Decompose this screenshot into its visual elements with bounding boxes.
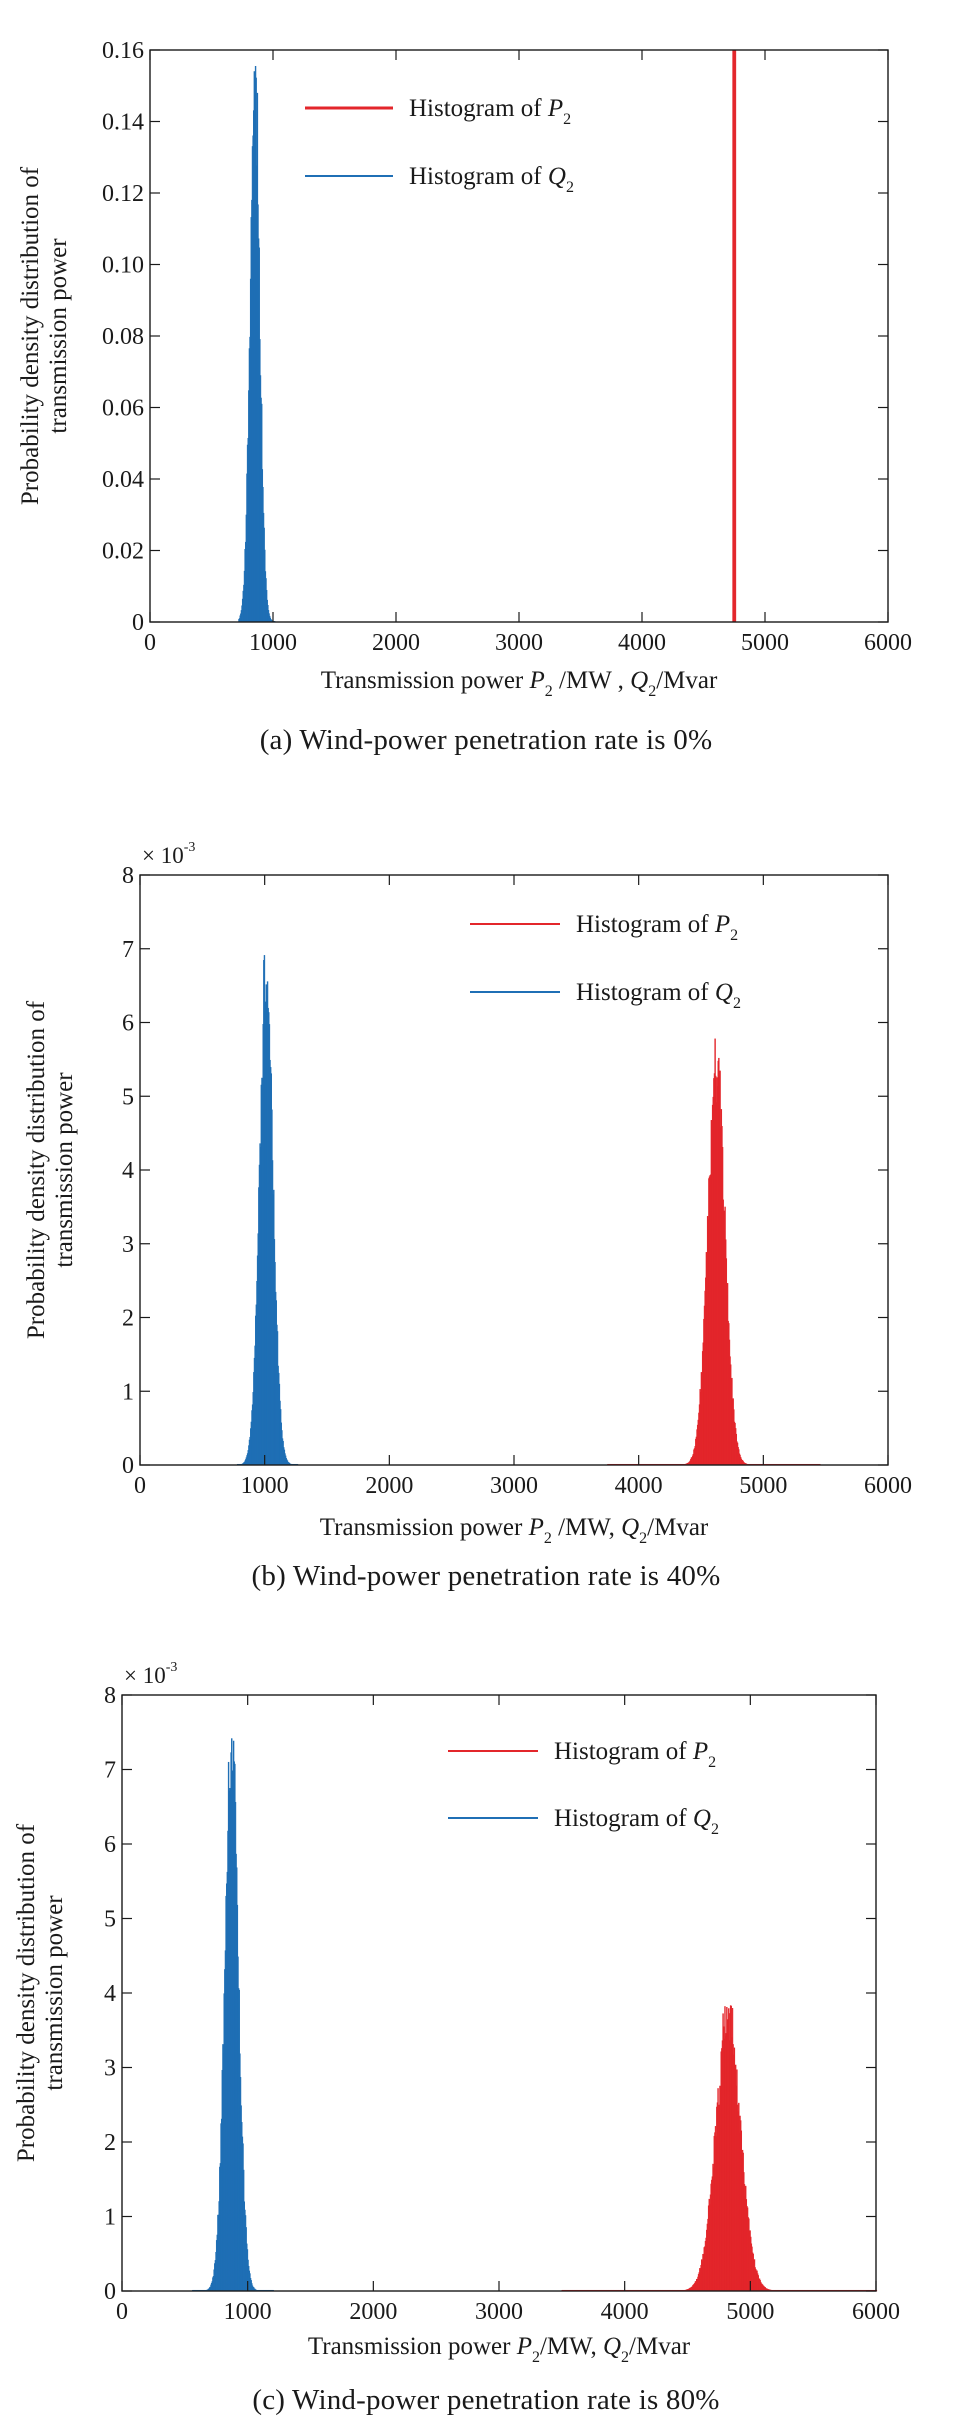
legend-label-q2: Histogram of Q2 — [576, 979, 741, 1012]
series-q2-b — [236, 955, 299, 1466]
figure-panel-c: 0 1000 2000 3000 4000 5000 6000 0 1 2 3 4 5 6 7 8 × 10-3… — [0, 1640, 972, 2436]
plot-frame — [139, 874, 889, 1466]
y-tick-label: 1 — [122, 1379, 134, 1405]
x-tick-label: 2000 — [372, 630, 420, 656]
series-q2-a — [238, 65, 276, 623]
x-tick-label: 3000 — [495, 630, 543, 656]
series-p2-b — [607, 1038, 821, 1466]
x-tick-label: 2000 — [349, 2299, 397, 2325]
x-tick-label: 5000 — [741, 630, 789, 656]
y-tick-label: 8 — [104, 1683, 116, 1709]
y-tick-label: 0 — [132, 610, 144, 636]
x-tick-label: 5000 — [726, 2299, 774, 2325]
chart-a: 0 1000 2000 3000 4000 5000 6000 0 0.02 0.04 0.06 0.… — [17, 38, 912, 700]
x-tick-label: 3000 — [475, 2299, 523, 2325]
y-tick-label: 2 — [122, 1306, 134, 1332]
x-tick-label: 1000 — [241, 1473, 289, 1499]
y-tick-label: 0.16 — [102, 38, 144, 64]
x-axis-ticks: 0 1000 2000 3000 4000 5000 6000 — [116, 1695, 900, 2325]
figure-panel-a: 0 1000 2000 3000 4000 5000 6000 0 0.02 0.04 0.06 0.… — [0, 0, 972, 770]
y-axis-ticks: 0 1 2 3 4 5 6 7 8 — [104, 1683, 876, 2305]
x-tick-label: 0 — [134, 1473, 146, 1499]
y-tick-label: 6 — [104, 1832, 116, 1858]
series-q2-c — [192, 1738, 274, 2292]
x-tick-label: 5000 — [739, 1473, 787, 1499]
y-tick-label: 4 — [104, 1981, 116, 2007]
legend-label-p2: Histogram of P2 — [409, 95, 571, 128]
legend-label-q2: Histogram of Q2 — [554, 1805, 719, 1838]
y-tick-label: 5 — [104, 1907, 116, 1933]
caption-b: (b) Wind-power penetration rate is 40% — [251, 1560, 721, 1592]
figure-panel-b: 0 1000 2000 3000 4000 5000 6000 0 1 2 3 4 5 6 7 8 × 10-3… — [0, 820, 972, 1610]
x-axis-label: Transmission power P2/MW, Q2/Mvar — [308, 2333, 691, 2366]
y-tick-label: 3 — [122, 1232, 134, 1258]
x-tick-label: 2000 — [365, 1473, 413, 1499]
y-axis-label: Probability density distribution oftrans… — [13, 1823, 68, 2162]
y-tick-label: 0.14 — [102, 110, 144, 136]
y-tick-label: 0 — [104, 2279, 116, 2305]
y-tick-label: 4 — [122, 1158, 134, 1184]
x-tick-label: 4000 — [618, 630, 666, 656]
y-tick-label: 5 — [122, 1084, 134, 1110]
x-tick-label: 1000 — [249, 630, 297, 656]
histogram-bars-b — [236, 955, 821, 1466]
x-tick-label: 6000 — [864, 1473, 912, 1499]
y-tick-label: 3 — [104, 2056, 116, 2082]
x-tick-label: 6000 — [852, 2299, 900, 2325]
y-tick-label: 0.12 — [102, 181, 144, 207]
legend-label-p2: Histogram of P2 — [576, 911, 738, 944]
x-tick-label: 1000 — [224, 2299, 272, 2325]
histogram-bar — [732, 49, 737, 623]
series-p2-a — [732, 49, 737, 623]
legend-label-p2: Histogram of P2 — [554, 1738, 716, 1771]
legend: Histogram of P2 Histogram of Q2 — [470, 911, 741, 1012]
y-tick-label: 0.10 — [102, 253, 144, 279]
caption-a: (a) Wind-power penetration rate is 0% — [259, 724, 713, 756]
chart-c: 0 1000 2000 3000 4000 5000 6000 0 1 2 3 4 5 6 7 8 × 10-3… — [13, 1660, 900, 2366]
x-axis-ticks: 0 1000 2000 3000 4000 5000 6000 — [134, 875, 912, 1499]
y-tick-label: 7 — [104, 1758, 116, 1784]
chart-b: 0 1000 2000 3000 4000 5000 6000 0 1 2 3 4 5 6 7 8 × 10-3… — [23, 840, 912, 1547]
x-axis-label: Transmission power P2 /MW, Q2/Mvar — [320, 1514, 709, 1547]
x-tick-label: 4000 — [601, 2299, 649, 2325]
y-tick-label: 0.02 — [102, 539, 144, 565]
y-tick-label: 0.06 — [102, 396, 144, 422]
caption-c: (c) Wind-power penetration rate is 80% — [252, 2384, 720, 2416]
x-tick-label: 3000 — [490, 1473, 538, 1499]
legend: Histogram of P2 Histogram of Q2 — [305, 95, 574, 196]
histogram-bars-a — [238, 49, 737, 623]
histogram-bars-c — [192, 1738, 878, 2292]
y-tick-label: 8 — [122, 863, 134, 889]
y-tick-label: 0 — [122, 1453, 134, 1479]
y-axis-label: Probability density distribution oftrans… — [17, 166, 72, 505]
y-tick-label: 2 — [104, 2130, 116, 2156]
y-axis-label: Probability density distribution oftrans… — [23, 1000, 78, 1339]
x-tick-label: 4000 — [615, 1473, 663, 1499]
y-tick-label: 0.04 — [102, 467, 144, 493]
x-tick-label: 6000 — [864, 630, 912, 656]
y-tick-label: 6 — [122, 1011, 134, 1037]
legend-label-q2: Histogram of Q2 — [409, 163, 574, 196]
y-axis-exponent: × 10-3 — [124, 1660, 177, 1688]
y-tick-label: 1 — [104, 2205, 116, 2231]
x-tick-label: 0 — [144, 630, 156, 656]
y-axis-ticks: 0 1 2 3 4 5 6 7 8 — [122, 863, 888, 1479]
x-axis-ticks: 0 1000 2000 3000 4000 5000 6000 — [144, 50, 912, 656]
y-tick-label: 0.08 — [102, 324, 144, 350]
legend: Histogram of P2 Histogram of Q2 — [448, 1738, 719, 1838]
x-tick-label: 0 — [116, 2299, 128, 2325]
y-axis-exponent: × 10-3 — [142, 840, 195, 868]
y-axis-ticks: 0 0.02 0.04 0.06 0.08 0.10 0.12 0.14 0.16 — [102, 38, 888, 636]
x-axis-label: Transmission power P2 /MW , Q2/Mvar — [321, 667, 718, 700]
y-tick-label: 7 — [122, 937, 134, 963]
series-p2-c — [561, 2005, 878, 2292]
